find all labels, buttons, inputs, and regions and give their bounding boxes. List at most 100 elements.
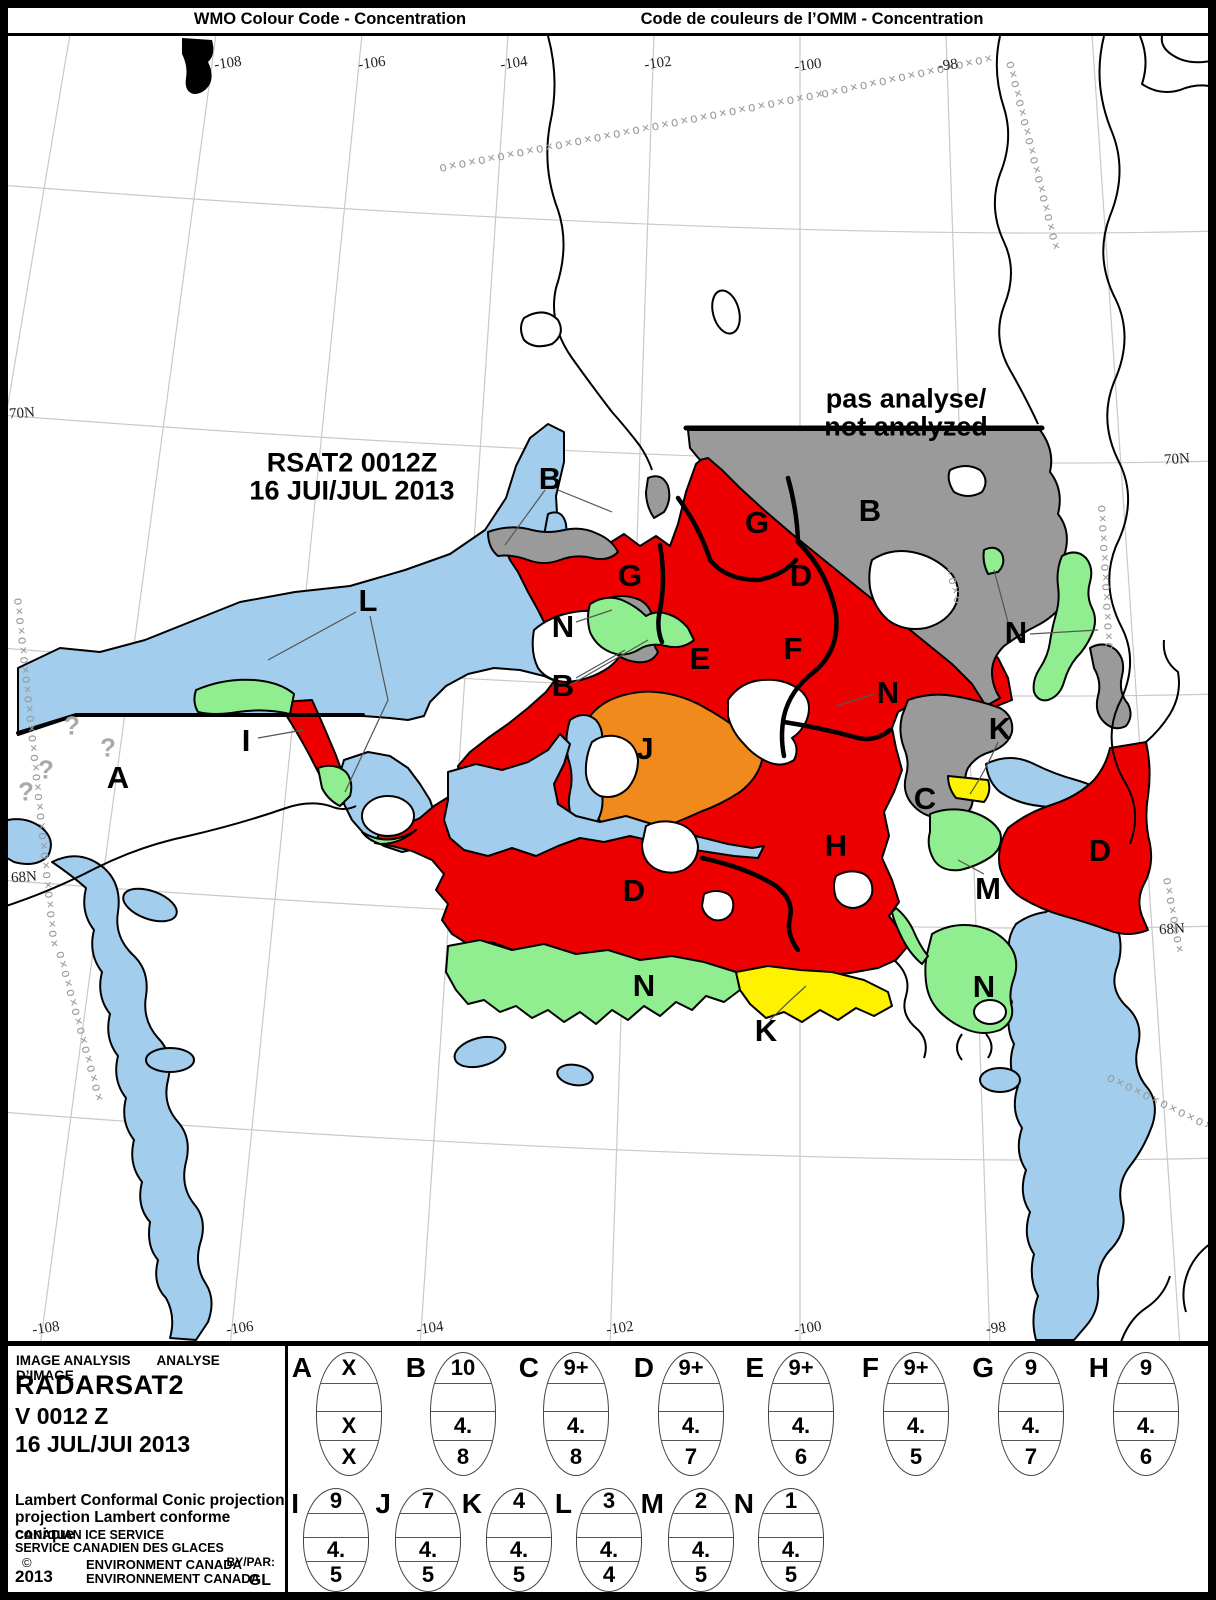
egg-oval: 9+ 4. 7 [658,1352,724,1476]
projection-note: Lambert Conformal Conic projection proje… [15,1492,285,1543]
egg-total-concentration: 9+ [884,1353,948,1384]
heading-english: IMAGE ANALYSIS [16,1353,131,1368]
green-strip-bottom [445,939,741,1025]
egg-form-of-ice: 5 [329,1562,343,1587]
egg-total-concentration: 4 [487,1489,551,1514]
island [584,734,639,798]
egg-stage-of-development: 4. [396,1538,460,1562]
egg-oval: 9 4. 6 [1113,1352,1179,1476]
egg-form-of-ice: 5 [909,1444,923,1469]
analyst-initials: GL [248,1572,271,1589]
env-french: ENVIRONNEMENT CANADA [86,1571,261,1586]
egg-region-letter: G [972,1352,994,1383]
fjord-southwest [51,855,213,1341]
coastlines [0,35,1216,1346]
egg-stage-of-development: 4. [669,1538,733,1562]
egg-oval: 9 4. 5 [303,1488,369,1592]
egg-form-of-ice: 7 [684,1444,698,1469]
egg-region-letter: F [861,1352,879,1383]
egg-region-letter: K [461,1488,482,1519]
fjord-east [1006,899,1156,1341]
egg-stage-of-development: 4. [577,1538,641,1562]
yellow-strip-k [735,965,893,1023]
header-title-french: Code de couleurs de l’OMM - Concentratio… [640,10,984,28]
egg-oval: 9+ 4. 6 [768,1352,834,1476]
egg-form-of-ice: 6 [1139,1444,1153,1469]
egg-stage-of-development: 4. [659,1412,723,1441]
green-patch [982,546,1005,575]
projection-french: projection Lambert conforme conique [15,1509,231,1543]
egg-partial-concentration [431,1384,495,1412]
yellow-wedge-k [947,775,991,803]
env-english: ENVIRONMENT CANADA [86,1557,242,1572]
island [947,465,987,497]
egg-form-of-ice: 4 [602,1562,616,1587]
egg-codes: A X X X B 10 4. 8 C 9+ 4. 8 D 9+ 4. 7 E 9+ 4. 6 F 9+ 4. 5 G 9 4. 7 H… [288,1346,1208,1592]
analysis-date: 16 JUL/JUI 2013 [15,1431,191,1457]
heading-french: ANALYSE D’IMAGE [16,1353,220,1383]
egg-partial-concentration [577,1514,641,1538]
green-sliver [891,907,929,965]
egg-stage-of-development: 4. [769,1412,833,1441]
egg-form-of-ice: 5 [784,1562,798,1587]
bay-in-gray [868,550,959,630]
island [833,870,874,909]
egg-oval: 7 4. 5 [395,1488,461,1592]
egg-form-of-ice: 5 [512,1562,526,1587]
lagoon-island [361,795,415,837]
egg-total-concentration: 7 [396,1489,460,1514]
egg-oval: 10 4. 8 [430,1352,496,1476]
egg-total-concentration: 9 [1114,1353,1178,1384]
egg-stage-of-development: X [317,1412,381,1441]
egg-form-of-ice: 8 [456,1444,470,1469]
egg-stage-of-development: 4. [304,1538,368,1562]
island [641,820,699,874]
egg-form-of-ice: 5 [421,1562,435,1587]
egg-total-concentration: 1 [759,1489,823,1514]
egg-total-concentration: 9+ [659,1353,723,1384]
island [973,999,1007,1025]
egg-stage-of-development: 4. [431,1412,495,1441]
legend-bar: IMAGE ANALYSIS ANALYSE D’IMAGE RADARSAT2 … [8,1341,1208,1592]
gray-patch [645,475,671,519]
egg-stage-of-development: 4. [544,1412,608,1441]
header-bar: WMO Colour Code - Concentration Code de … [8,8,1208,36]
org-french: SERVICE CANADIEN DES GLACES [15,1541,224,1555]
image-analysis-heading: IMAGE ANALYSIS ANALYSE D’IMAGE [16,1353,285,1383]
water-inlet [443,733,765,859]
organization: CANADIAN ICE SERVICE SERVICE CANADIEN DE… [15,1529,224,1555]
egg-oval: 9+ 4. 5 [883,1352,949,1476]
ice-edge-symbol-chain: o×o×o×o×o×o×o×o×o× [820,50,996,101]
egg-stage-of-development: 4. [1114,1412,1178,1441]
egg-form-of-ice: 7 [1024,1444,1038,1469]
org-english: CANADIAN ICE SERVICE [15,1528,165,1542]
region-boundaries [16,425,1045,953]
egg-partial-concentration [304,1514,368,1538]
egg-total-concentration: 2 [669,1489,733,1514]
egg-form-of-ice: 5 [694,1562,708,1587]
egg-partial-concentration [759,1514,823,1538]
environment-canada: ENVIRONMENT CANADA ENVIRONNEMENT CANADA [86,1558,260,1586]
satellite-name: RADARSAT2 [15,1370,185,1400]
egg-stage-of-development: 4. [884,1412,948,1441]
egg-partial-concentration [1114,1384,1178,1412]
leader-lines [257,489,1099,1021]
green-strip-l [193,678,295,715]
ice-red-east-d [998,741,1153,935]
egg-oval: 1 4. 5 [758,1488,824,1592]
egg-stage-of-development: 4. [999,1412,1063,1441]
egg-stage-of-development: 4. [759,1538,823,1562]
ice-regions [193,429,1153,1034]
island-black [182,38,214,94]
egg-stage-of-development: 4. [487,1538,551,1562]
egg-total-concentration: 9+ [769,1353,833,1384]
egg-oval: 2 4. 5 [668,1488,734,1592]
egg-partial-concentration [544,1384,608,1412]
egg-form-of-ice: 6 [794,1444,808,1469]
egg-total-concentration: 3 [577,1489,641,1514]
copyright-year: 2013 [15,1567,53,1586]
egg-partial-concentration [487,1514,551,1538]
